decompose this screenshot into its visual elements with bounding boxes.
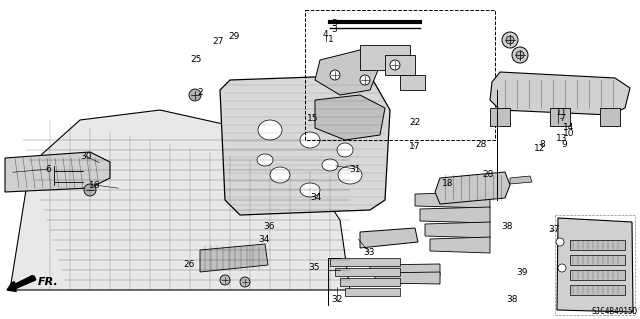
Circle shape: [390, 60, 400, 70]
Text: 38: 38: [502, 222, 513, 231]
Text: FR.: FR.: [38, 277, 59, 287]
Polygon shape: [435, 172, 510, 204]
Text: 17: 17: [409, 142, 420, 151]
Ellipse shape: [257, 154, 273, 166]
Text: 15: 15: [307, 114, 318, 122]
FancyArrow shape: [7, 276, 36, 292]
Bar: [550, 108, 570, 126]
Bar: [600, 108, 620, 126]
Circle shape: [558, 264, 566, 272]
Circle shape: [516, 51, 524, 59]
Polygon shape: [5, 152, 110, 192]
Text: 7: 7: [559, 114, 564, 122]
Text: 38: 38: [506, 295, 518, 304]
Text: 14: 14: [563, 123, 574, 132]
Polygon shape: [220, 75, 390, 215]
Polygon shape: [490, 72, 630, 115]
Ellipse shape: [300, 132, 320, 148]
Circle shape: [220, 275, 230, 285]
Bar: [570, 240, 625, 250]
Text: 26: 26: [183, 260, 195, 269]
Bar: [330, 258, 400, 266]
Text: 34: 34: [259, 235, 270, 244]
Polygon shape: [10, 110, 350, 290]
Bar: [570, 285, 625, 295]
Bar: [345, 288, 400, 296]
Bar: [555, 215, 635, 315]
Circle shape: [330, 70, 340, 80]
Text: 22: 22: [409, 118, 420, 127]
Text: 36: 36: [263, 222, 275, 231]
Ellipse shape: [322, 159, 338, 171]
Text: 33: 33: [364, 248, 375, 256]
Text: 11: 11: [556, 108, 568, 117]
Text: 6: 6: [45, 165, 51, 174]
Polygon shape: [510, 176, 532, 184]
Bar: [335, 268, 400, 276]
Text: 9: 9: [562, 140, 567, 149]
Circle shape: [240, 277, 250, 287]
Text: 28: 28: [482, 170, 493, 179]
Polygon shape: [420, 207, 490, 223]
Text: 39: 39: [516, 268, 527, 277]
Circle shape: [84, 184, 96, 196]
Bar: [570, 255, 625, 265]
Text: 37: 37: [548, 225, 559, 234]
Text: 16: 16: [89, 181, 100, 189]
Circle shape: [502, 32, 518, 48]
Text: 13: 13: [556, 134, 568, 143]
Bar: [490, 108, 510, 126]
Text: 18: 18: [442, 179, 454, 188]
Text: 2: 2: [198, 88, 203, 97]
Text: 12: 12: [534, 145, 545, 153]
Circle shape: [189, 89, 201, 101]
Polygon shape: [415, 192, 490, 208]
Polygon shape: [370, 264, 440, 276]
Ellipse shape: [338, 166, 362, 184]
Bar: [570, 270, 625, 280]
Text: 30: 30: [81, 152, 92, 161]
Ellipse shape: [270, 167, 290, 183]
Bar: [400, 75, 425, 90]
Bar: [305, 10, 495, 140]
Text: 3: 3: [332, 25, 337, 34]
Polygon shape: [425, 222, 490, 238]
Text: 8: 8: [540, 140, 545, 149]
Text: 35: 35: [308, 263, 319, 272]
Circle shape: [512, 47, 528, 63]
Text: 1: 1: [328, 35, 333, 44]
Polygon shape: [375, 272, 440, 284]
Bar: [385, 55, 415, 75]
Ellipse shape: [258, 120, 282, 140]
Circle shape: [360, 75, 370, 85]
Ellipse shape: [337, 143, 353, 157]
Bar: [360, 45, 410, 70]
Circle shape: [556, 238, 564, 246]
Polygon shape: [315, 50, 380, 95]
Text: SJC4B4915D: SJC4B4915D: [592, 307, 638, 316]
Text: 28: 28: [476, 140, 487, 149]
Text: 34: 34: [310, 193, 321, 202]
Polygon shape: [557, 218, 633, 312]
Text: 4: 4: [323, 30, 328, 39]
Polygon shape: [360, 228, 418, 248]
Polygon shape: [200, 244, 268, 272]
Ellipse shape: [300, 183, 320, 197]
Text: 29: 29: [228, 32, 239, 41]
Text: 10: 10: [563, 129, 574, 138]
Polygon shape: [430, 237, 490, 253]
Bar: [340, 278, 400, 286]
Circle shape: [506, 36, 514, 44]
Polygon shape: [315, 95, 385, 140]
Text: 27: 27: [212, 37, 223, 46]
Text: 25: 25: [191, 55, 202, 63]
Text: 32: 32: [332, 295, 343, 304]
Text: 5: 5: [332, 19, 337, 28]
Text: 31: 31: [349, 165, 361, 174]
